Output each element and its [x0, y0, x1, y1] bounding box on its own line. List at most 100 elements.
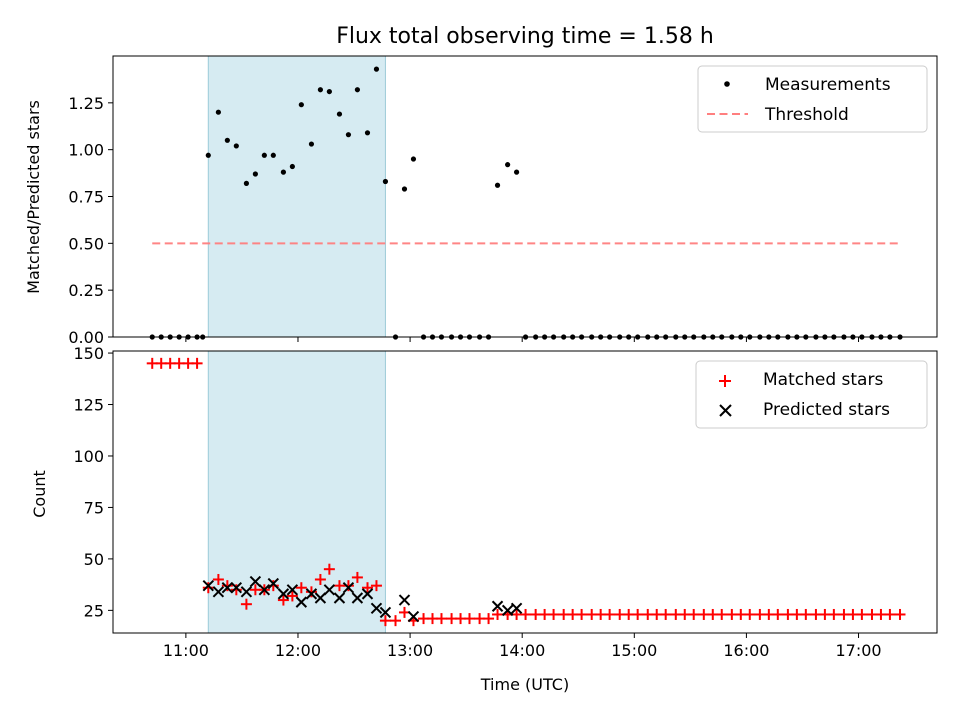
y-tick-label: 0.25: [68, 281, 104, 300]
top-observing-span: [207, 55, 386, 338]
measurement-point: [252, 171, 258, 177]
measurement-point: [364, 130, 371, 136]
measurement-point: [270, 152, 276, 158]
bottom-panel: 25 50 75 100 125 150 11:00 12:00 13:00 14:00 15:0…: [30, 344, 938, 694]
y-tick-label: 50: [84, 550, 104, 569]
predicted-star-point: [333, 592, 346, 604]
top-y-ticks: 0.00 0.25 0.50 0.75 1.00 1.25: [68, 94, 113, 347]
predicted-star-point: [258, 584, 271, 596]
measurement-point: [205, 152, 211, 158]
measurement-point: [243, 180, 250, 186]
x-tick-label: 13:00: [387, 641, 433, 660]
measurement-point: [261, 152, 267, 158]
matched-star-point: [744, 608, 756, 620]
matched-star-point: [323, 563, 335, 575]
measurement-point: [401, 186, 408, 192]
y-tick-label: 75: [84, 498, 104, 517]
predicted-star-point: [314, 592, 327, 604]
legend-predicted-label: Predicted stars: [763, 400, 890, 420]
predicted-star-point: [323, 584, 336, 596]
matched-star-point: [314, 573, 326, 585]
y-tick-label: 125: [73, 396, 104, 415]
matched-star-point: [520, 608, 532, 620]
measurement-point: [224, 137, 230, 143]
matched-star-point: [894, 608, 906, 620]
matched-star-point: [576, 608, 588, 620]
measurement-point: [289, 163, 295, 170]
matched-star-point: [688, 608, 700, 620]
predicted-star-point: [491, 600, 504, 612]
bottom-legend-box: [695, 360, 928, 429]
legend-matched-marker: [719, 375, 731, 387]
measurement-point: [354, 87, 360, 93]
shaded-span-rect: [207, 55, 386, 338]
matched-star-point: [379, 615, 391, 627]
y-tick-label: 0.50: [68, 234, 104, 253]
measurement-point: [494, 182, 501, 188]
x-tick-label: 15:00: [611, 641, 657, 660]
x-tick-label: 14:00: [499, 641, 545, 660]
matched-star-point: [351, 571, 363, 583]
matched-star-point: [370, 580, 382, 592]
predicted-star-point: [286, 584, 299, 596]
matched-star-point: [660, 608, 672, 620]
x-tick-label: 17:00: [835, 641, 881, 660]
predicted-stars-points: [202, 575, 523, 623]
matched-star-point: [772, 608, 784, 620]
y-tick-label: 25: [84, 601, 104, 620]
legend-measurements-label: Measurements: [765, 75, 891, 95]
matched-star-point: [305, 586, 317, 598]
y-tick-label: 150: [73, 344, 104, 363]
predicted-star-point: [230, 582, 243, 594]
measurement-point: [298, 102, 304, 108]
y-tick-label: 100: [73, 447, 104, 466]
top-x-ticks: [185, 337, 860, 342]
predicted-star-point: [510, 602, 523, 615]
predicted-star-point: [351, 592, 364, 604]
predicted-star-point: [221, 582, 234, 594]
x-tick-label: 16:00: [723, 641, 769, 660]
matched-star-point: [548, 608, 560, 620]
predicted-star-point: [370, 602, 383, 615]
predicted-star-point: [361, 588, 374, 600]
bottom-x-ticks: 11:00 12:00 13:00 14:00 15:00 16:00 17:00: [163, 633, 882, 660]
matched-star-point: [435, 613, 447, 625]
predicted-star-point: [305, 588, 318, 600]
predicted-star-point: [379, 606, 392, 619]
predicted-star-point: [240, 586, 253, 598]
matched-star-point: [191, 357, 203, 369]
matched-star-point: [856, 608, 868, 620]
matched-star-point: [483, 613, 495, 625]
matched-star-point: [492, 608, 504, 620]
legend-predicted-marker: [719, 404, 732, 417]
predicted-star-point: [249, 575, 262, 588]
top-y-axis-label: Matched/Predicted stars: [24, 100, 43, 294]
y-tick-label: 0.75: [68, 188, 104, 207]
matched-star-point: [390, 615, 402, 627]
measurement-point: [233, 143, 239, 149]
measurement-point: [280, 169, 287, 175]
matched-star-point: [277, 594, 289, 606]
legend-threshold-label: Threshold: [764, 105, 849, 125]
measurement-point: [308, 141, 315, 147]
bottom-legend: Matched stars Predicted stars: [695, 360, 928, 429]
measurement-point: [382, 178, 389, 185]
matched-star-point: [464, 613, 476, 625]
measurement-point: [215, 109, 221, 115]
measurement-point: [513, 169, 520, 175]
measurement-point: [336, 111, 343, 117]
measurement-point: [345, 132, 352, 138]
matched-star-point: [828, 608, 840, 620]
bottom-axes-frame: [112, 350, 938, 634]
matched-star-point: [342, 580, 354, 592]
measurement-point: [373, 66, 380, 72]
x-tick-label: 12:00: [275, 641, 321, 660]
matched-star-point: [716, 608, 728, 620]
chart-title: Flux total observing time = 1.58 h: [336, 24, 714, 49]
predicted-star-point: [295, 596, 308, 608]
legend-matched-label: Matched stars: [763, 370, 883, 390]
predicted-star-point: [202, 579, 214, 592]
measurement-point: [410, 156, 417, 162]
matched-star-point: [202, 582, 214, 594]
